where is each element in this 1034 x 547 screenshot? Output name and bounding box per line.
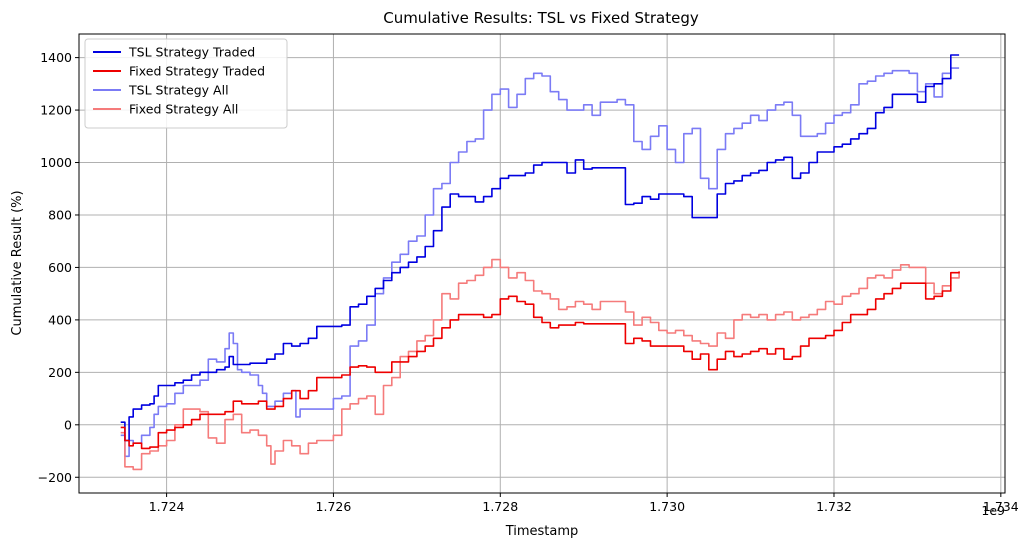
x-tick-label: 1.734 — [983, 499, 1019, 514]
y-tick-label: 200 — [48, 365, 72, 380]
tick-layer: 1.724 1.726 1.728 1.730 1.732 1.734 −200 0 200 40… — [38, 50, 1019, 514]
legend-label: Fixed Strategy Traded — [129, 64, 265, 79]
y-tick-label: −200 — [38, 470, 72, 485]
y-tick-label: 1400 — [40, 50, 72, 65]
x-axis-label: Timestamp — [505, 524, 579, 539]
chart-title: Cumulative Results: TSL vs Fixed Strateg… — [383, 9, 699, 27]
y-axis-label: Cumulative Result (%) — [10, 190, 25, 335]
x-axis-offset-label: 1e9 — [981, 503, 1005, 518]
legend-label: TSL Strategy All — [128, 83, 229, 98]
series-line-fixed-strategy-all — [120, 258, 960, 471]
x-tick-label: 1.730 — [649, 499, 685, 514]
legend-label: Fixed Strategy All — [129, 102, 238, 117]
x-tick-label: 1.732 — [816, 499, 852, 514]
legend-label: TSL Strategy Traded — [128, 45, 255, 60]
y-tick-label: 0 — [64, 417, 72, 432]
y-tick-label: 1000 — [40, 155, 72, 170]
legend-box — [84, 38, 288, 129]
y-tick-label: 800 — [48, 207, 72, 222]
series-line-tsl-strategy-all — [120, 67, 960, 458]
x-tick-label: 1.728 — [482, 499, 518, 514]
legend: TSL Strategy Traded Fixed Strategy Traded… — [84, 38, 288, 129]
plot-frame — [78, 33, 1006, 494]
y-tick-label: 400 — [48, 312, 72, 327]
series-line-tsl-strategy-traded — [120, 54, 960, 442]
y-tick-label: 1200 — [40, 103, 72, 118]
series-line-fixed-strategy-traded — [120, 271, 960, 450]
series-layer — [120, 54, 960, 471]
x-tick-label: 1.724 — [149, 499, 185, 514]
y-tick-label: 600 — [48, 260, 72, 275]
x-tick-label: 1.726 — [316, 499, 352, 514]
